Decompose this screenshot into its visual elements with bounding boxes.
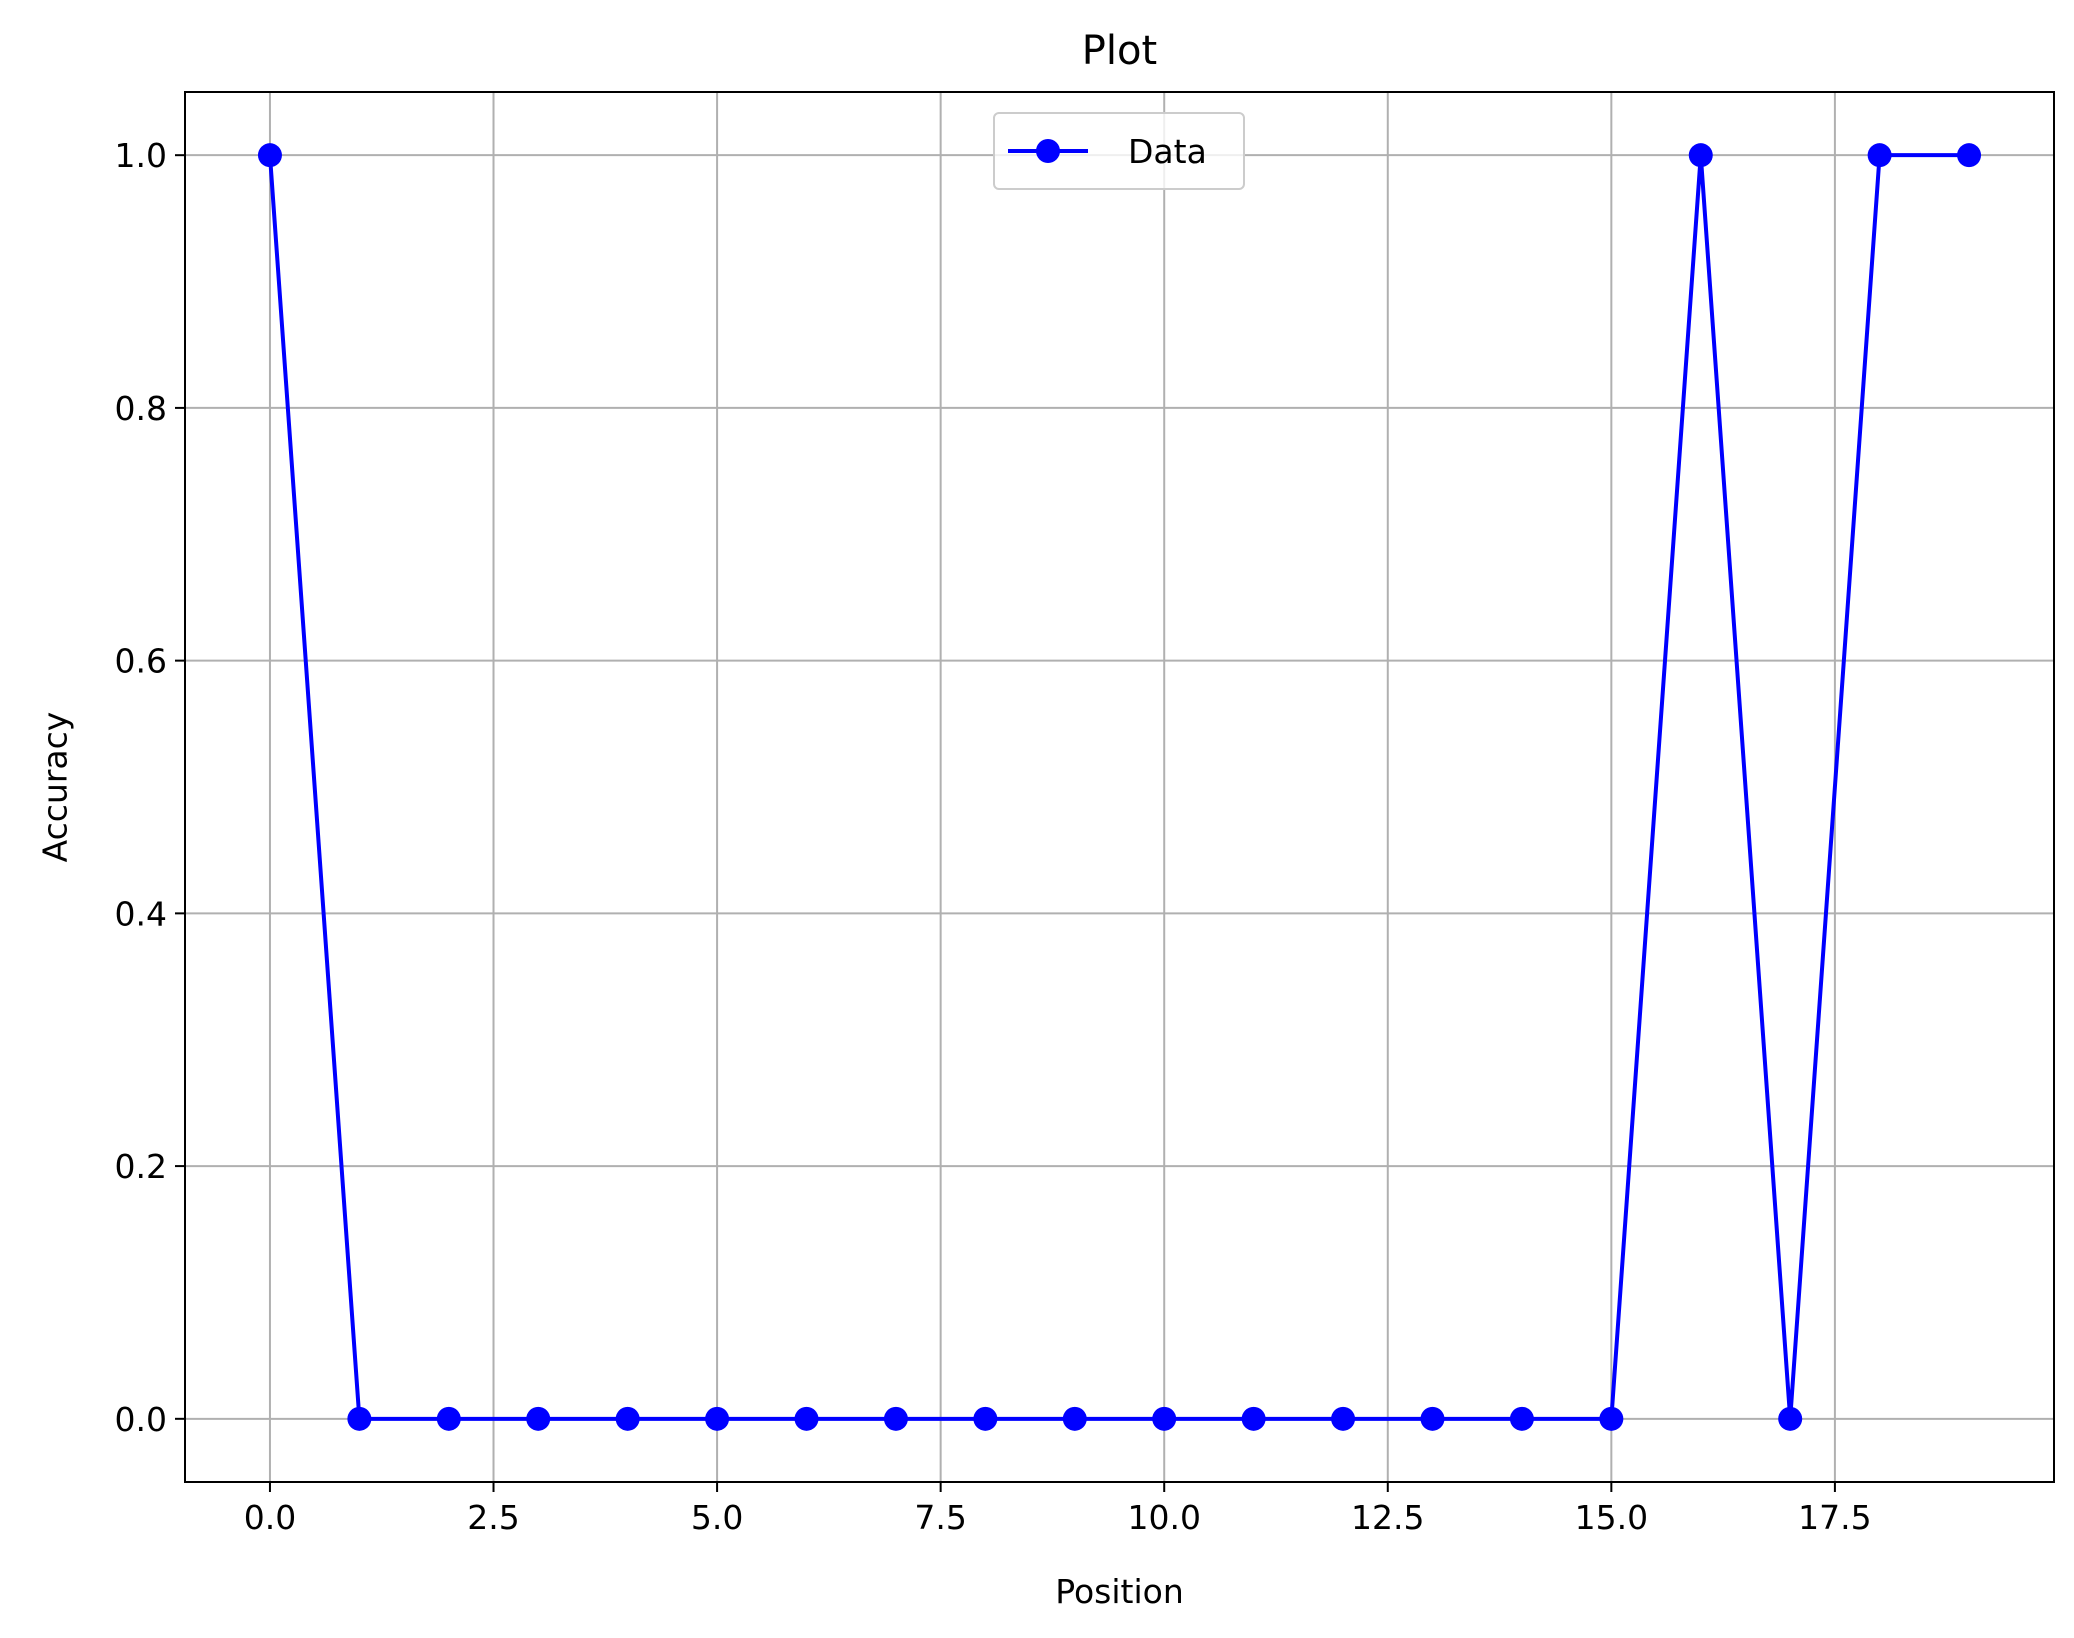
data-point — [257, 143, 282, 168]
x-axis: 0.0 2.5 5.0 7.5 10.0 12.5 15.0 17.5 — [244, 1482, 1872, 1537]
data-point — [1331, 1406, 1356, 1431]
x-axis-label: Position — [1055, 1572, 1184, 1611]
data-point — [705, 1406, 730, 1431]
data-point — [615, 1406, 640, 1431]
x-tick-label: 12.5 — [1351, 1498, 1424, 1537]
data-point — [1867, 143, 1892, 168]
data-point — [1599, 1406, 1624, 1431]
x-tick-label: 7.5 — [914, 1498, 966, 1537]
legend-marker — [1036, 139, 1060, 163]
data-point — [1241, 1406, 1266, 1431]
legend-label: Data — [1128, 132, 1207, 171]
y-axis-label: Accuracy — [36, 712, 75, 863]
x-tick-label: 17.5 — [1798, 1498, 1871, 1537]
y-tick-label: 0.8 — [115, 389, 167, 428]
plot-frame — [184, 91, 2055, 1483]
legend: Data — [993, 112, 1245, 190]
data-point — [1420, 1406, 1445, 1431]
y-tick-label: 1.0 — [115, 136, 167, 175]
data-point — [436, 1406, 461, 1431]
data-point — [883, 1406, 908, 1431]
data-point — [794, 1406, 819, 1431]
y-tick-label: 0.6 — [115, 642, 167, 681]
y-axis: 0.0 0.2 0.4 0.6 0.8 1.0 — [115, 136, 185, 1439]
data-point — [526, 1406, 551, 1431]
data-point — [1957, 143, 1982, 168]
data-point — [347, 1406, 372, 1431]
y-tick-label: 0.2 — [115, 1147, 167, 1186]
series-line — [267, 153, 1970, 1421]
x-tick-label: 2.5 — [467, 1498, 519, 1537]
data-point — [1778, 1406, 1803, 1431]
data-point — [1688, 143, 1713, 168]
data-point — [973, 1406, 998, 1431]
y-tick-label: 0.0 — [115, 1400, 167, 1439]
x-tick-label: 10.0 — [1127, 1498, 1200, 1537]
data-point — [1509, 1406, 1534, 1431]
data-point — [1152, 1406, 1177, 1431]
x-tick-label: 0.0 — [244, 1498, 296, 1537]
chart-title: Plot — [1082, 28, 1157, 74]
x-tick-label: 15.0 — [1575, 1498, 1648, 1537]
data-point — [1062, 1406, 1087, 1431]
x-tick-label: 5.0 — [691, 1498, 743, 1537]
y-tick-label: 0.4 — [115, 894, 167, 933]
series-layer — [257, 143, 1982, 1431]
legend-box — [993, 112, 1245, 190]
